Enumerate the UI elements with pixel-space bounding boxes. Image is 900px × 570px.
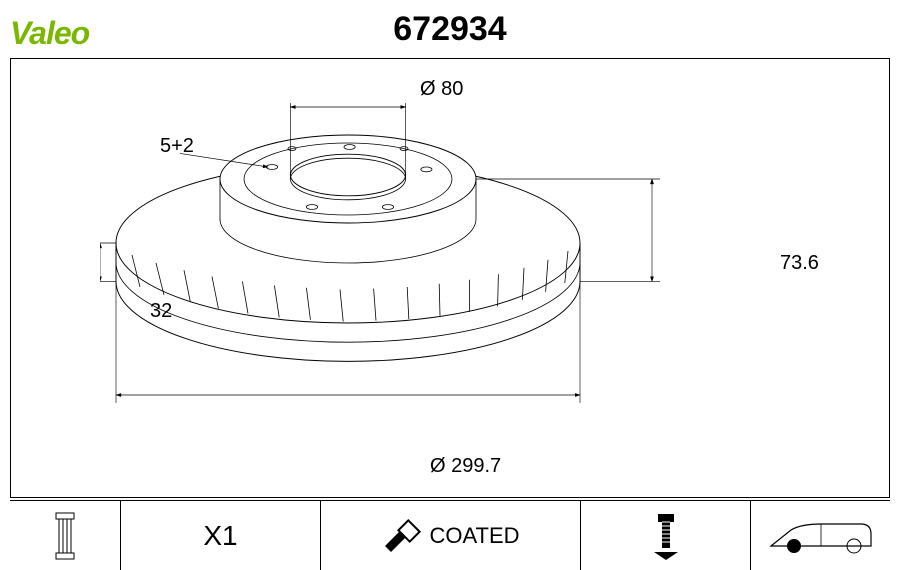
quantity: X1 xyxy=(120,500,320,570)
bolt-icon-cell xyxy=(580,500,750,570)
brake-disc-drawing xyxy=(100,70,660,440)
brand-logo: Valeo xyxy=(10,15,89,52)
brush-icon xyxy=(381,518,421,554)
part-number: 672934 xyxy=(393,10,506,49)
info-bar: X1 COATED xyxy=(10,500,890,570)
bolt-icon xyxy=(648,512,684,560)
coating-label: COATED xyxy=(429,523,519,549)
dim-hat-height: 73.6 xyxy=(780,252,819,275)
coating-cell: COATED xyxy=(320,500,580,570)
dim-outer: Ø 299.7 xyxy=(430,455,501,478)
car-front-axle-icon xyxy=(766,516,876,556)
vent-type-icon xyxy=(10,500,120,570)
axle-icon-cell xyxy=(750,500,890,570)
